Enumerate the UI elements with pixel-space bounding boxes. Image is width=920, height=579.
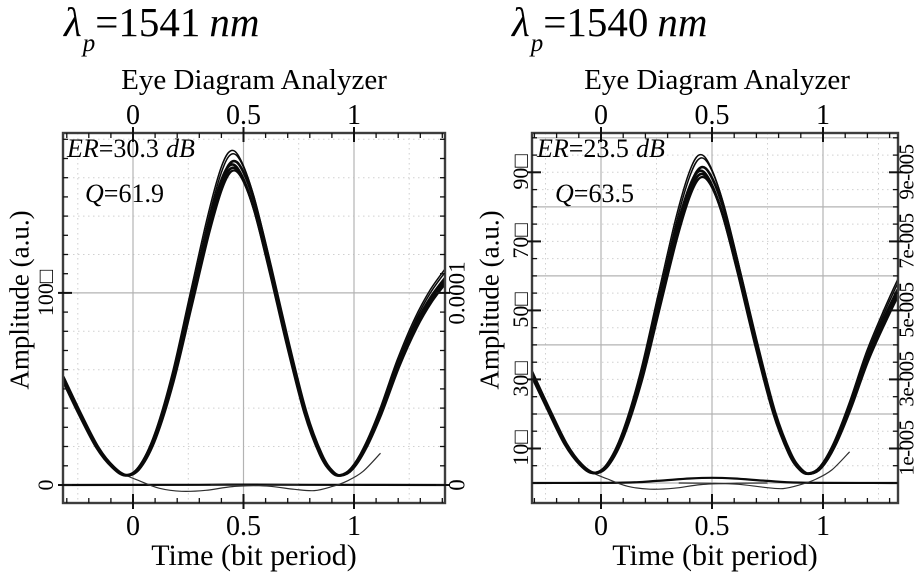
extinction-ratio-annotation: ER=23.5 dB [537,136,665,162]
x-axis-tick-label-top: 0.5 [694,100,730,131]
y-axis-tick-label-left: 50□ [508,292,533,329]
q-label: Q [85,179,104,208]
x-axis-label: Time (bit period) [151,539,357,572]
y-axis-tick-label-left: 0 [33,479,58,491]
y-axis-tick-label-left: 10□ [508,430,533,467]
y-axis-label: Amplitude (a.u.) [4,210,35,390]
eye-pulse-trace [63,169,445,477]
eye-pulse-trace [532,175,898,475]
lambda-subscript: p [82,30,96,57]
wavelength-unit: nm [209,0,260,45]
y-axis-tick-label-right: 7e-005 [894,213,919,270]
y-axis-tick-label-right: 0.0001 [444,261,470,325]
x-axis-tick-label-bottom: 0 [594,511,609,542]
er-value: =30.3 [98,134,159,163]
er-label: ER [67,134,99,163]
q-value: =61.9 [103,179,164,208]
x-axis-tick-label-top: 0.5 [226,100,261,131]
plot-frame [530,131,900,505]
panel-title: Eye Diagram Analyzer [584,64,850,96]
y-axis-tick-label-left: 30□ [508,361,533,398]
y-axis-tick-label-right: 3e-005 [894,351,919,408]
y-axis-tick-label-right: 5e-005 [894,282,919,339]
q-factor-annotation: Q=63.5 [555,181,634,207]
er-value: =23.5 [568,134,629,163]
pump-wavelength-title: λp=1540 nm [512,0,708,57]
x-axis-tick-label-bottom: 0.5 [226,511,261,542]
er-unit: dB [165,134,195,163]
wavelength-value: =1540 [543,0,649,45]
q-value: =63.5 [573,179,634,208]
extinction-ratio-annotation: ER=30.3 dB [67,136,195,162]
q-label: Q [555,179,574,208]
x-axis-tick-label-bottom: 1 [815,511,830,542]
y-axis-label: Amplitude (a.u.) [474,210,505,390]
y-axis-tick-label-left: 90□ [508,154,533,190]
lambda-symbol: λ [64,0,82,45]
lambda-symbol: λ [512,0,530,45]
y-axis-tick-label-left: 70□ [508,223,533,260]
eye-diagram-panel-0 [58,127,450,509]
x-axis-tick-label-top: 1 [815,100,830,131]
crossing-tail-trace [678,451,851,490]
plot-frame [61,131,447,505]
y-axis-tick-label-left: 100□ [33,269,58,317]
eye-pulse-trace [63,159,445,477]
y-axis-tick-label-right: 0 [444,479,470,491]
er-label: ER [537,134,569,163]
x-axis-tick-label-top: 0 [126,100,141,131]
x-axis-tick-label-bottom: 0 [126,511,141,542]
x-axis-tick-label-top: 0 [594,100,609,131]
y-axis-tick-label-right: 1e-005 [894,420,919,477]
baseline-trace [532,476,898,485]
traces-group [532,153,898,490]
wavelength-value: =1541 [95,0,201,45]
panel-title: Eye Diagram Analyzer [121,64,387,96]
crossing-tail-trace [210,452,381,492]
q-factor-annotation: Q=61.9 [85,181,164,207]
x-axis-label: Time (bit period) [612,539,818,572]
y-axis-tick-label-right: 9e-005 [894,144,919,201]
x-axis-tick-label-top: 1 [346,100,361,131]
major-tick-marks [527,127,903,509]
major-tick-marks [58,127,450,509]
er-unit: dB [635,134,665,163]
pump-wavelength-title: λp=1541 nm [64,0,260,57]
x-axis-tick-label-bottom: 1 [346,511,361,542]
eye-diagram-panel-1 [527,127,903,509]
wavelength-unit: nm [657,0,708,45]
lambda-subscript: p [530,30,544,57]
traces-group [63,149,445,492]
x-axis-tick-label-bottom: 0.5 [694,511,730,542]
